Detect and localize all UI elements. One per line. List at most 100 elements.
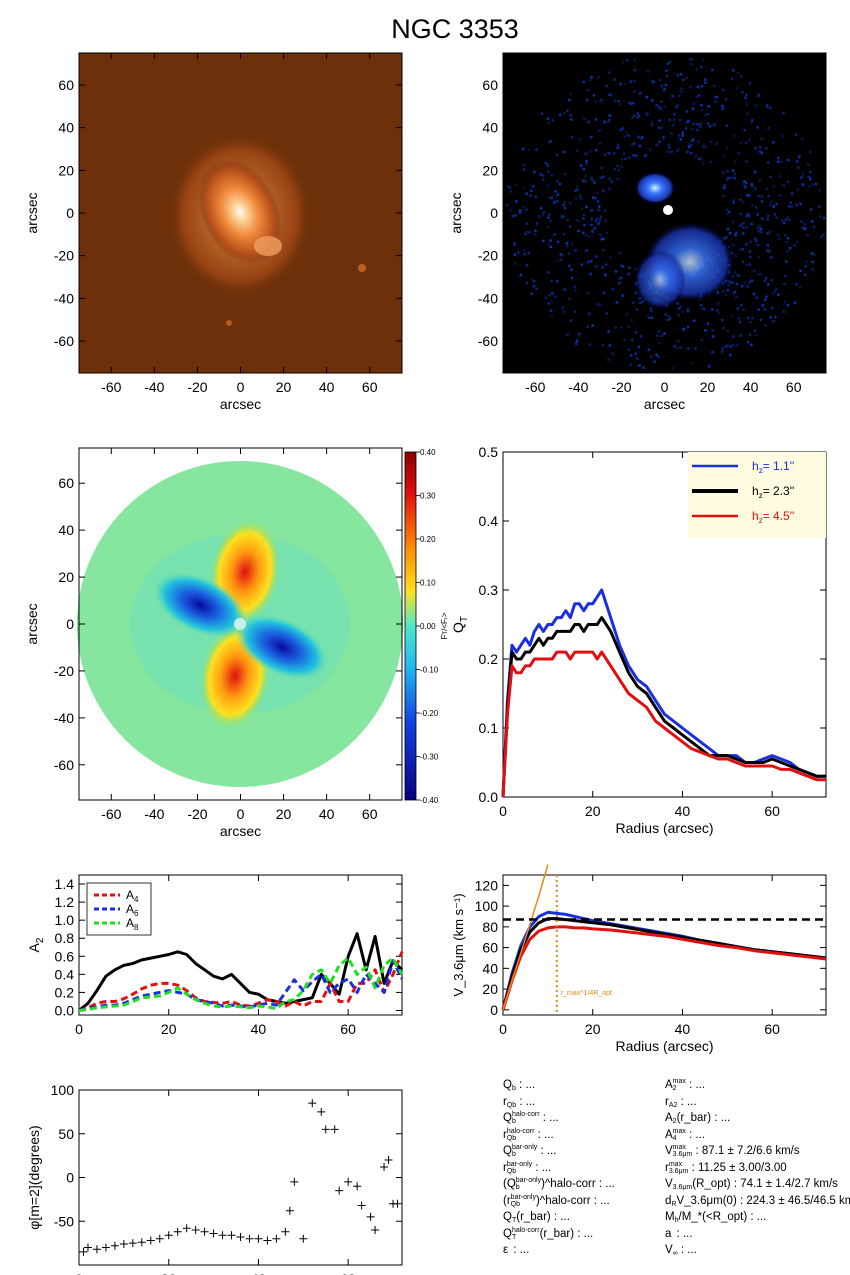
noise-speckle xyxy=(739,248,742,252)
noise-speckle xyxy=(599,233,602,236)
noise-speckle xyxy=(519,273,523,277)
x-axis-label: Radius (arcsec) xyxy=(615,820,713,836)
noise-speckle xyxy=(722,194,725,197)
noise-speckle xyxy=(682,78,685,82)
noise-speckle xyxy=(773,289,777,293)
noise-speckle xyxy=(703,307,706,311)
x-tick-label-3: 60 xyxy=(340,1021,356,1037)
noise-speckle xyxy=(668,317,672,320)
noise-speckle xyxy=(628,101,631,104)
noise-speckle xyxy=(777,293,780,296)
noise-speckle xyxy=(750,184,754,188)
noise-speckle xyxy=(530,292,534,296)
noise-speckle xyxy=(789,201,793,205)
noise-speckle xyxy=(593,226,597,230)
noise-speckle xyxy=(621,294,624,297)
noise-speckle xyxy=(659,107,662,111)
noise-speckle xyxy=(583,179,586,182)
noise-speckle xyxy=(511,215,514,218)
noise-speckle xyxy=(539,207,543,210)
noise-speckle xyxy=(760,195,763,198)
noise-speckle xyxy=(774,315,777,319)
noise-speckle xyxy=(739,224,742,228)
noise-speckle xyxy=(743,129,746,132)
noise-speckle xyxy=(777,160,780,164)
noise-speckle xyxy=(745,263,749,267)
noise-speckle xyxy=(752,292,756,296)
phase-point-23 xyxy=(281,1227,290,1236)
noise-speckle xyxy=(742,308,745,311)
noise-speckle xyxy=(743,281,747,285)
noise-speckle xyxy=(617,169,621,172)
x-tick-label-1: 20 xyxy=(585,1021,601,1037)
noise-speckle xyxy=(631,301,635,304)
noise-speckle xyxy=(598,217,602,221)
phase-point-13 xyxy=(191,1226,200,1234)
param-row: Q T (r_bar) : ... xyxy=(503,1211,570,1224)
noise-speckle xyxy=(809,208,813,211)
noise-speckle xyxy=(607,120,610,124)
noise-speckle xyxy=(704,78,707,81)
noise-speckle xyxy=(776,233,780,237)
noise-speckle xyxy=(566,333,569,336)
noise-speckle xyxy=(728,231,732,235)
noise-speckle xyxy=(627,156,631,159)
noise-speckle xyxy=(741,222,744,226)
noise-speckle xyxy=(800,176,803,179)
noise-speckle xyxy=(700,65,703,69)
x-tick-label-2: 40 xyxy=(675,803,691,819)
x-tick-label-3: 60 xyxy=(764,803,780,819)
noise-speckle xyxy=(638,301,642,305)
noise-speckle xyxy=(607,330,610,333)
noise-speckle xyxy=(621,61,625,64)
y-tick-label-1: 20 xyxy=(482,981,498,997)
y-tick-label-0: 0.0 xyxy=(479,789,499,805)
noise-speckle xyxy=(769,175,772,179)
noise-speckle xyxy=(739,198,742,201)
noise-speckle xyxy=(529,194,532,197)
noise-speckle xyxy=(599,176,603,180)
noise-speckle xyxy=(786,236,790,240)
y-axis-label: QT xyxy=(450,616,470,633)
noise-speckle xyxy=(764,324,768,327)
noise-speckle xyxy=(535,287,538,290)
noise-speckle xyxy=(753,170,757,174)
noise-speckle xyxy=(632,142,636,145)
noise-speckle xyxy=(711,350,714,354)
noise-speckle xyxy=(741,90,744,94)
noise-speckle xyxy=(731,220,735,224)
phase-point-3 xyxy=(101,1243,110,1252)
noise-speckle xyxy=(707,365,711,368)
noise-speckle xyxy=(808,177,812,181)
noise-speckle xyxy=(590,75,593,79)
noise-speckle xyxy=(585,249,588,252)
noise-speckle xyxy=(518,209,522,212)
noise-speckle xyxy=(667,146,671,149)
noise-speckle xyxy=(579,164,583,167)
noise-speckle xyxy=(603,209,607,212)
noise-speckle xyxy=(799,202,802,206)
noise-speckle xyxy=(658,126,661,130)
noise-speckle xyxy=(748,138,751,142)
noise-speckle xyxy=(658,119,661,122)
noise-speckle xyxy=(748,263,751,266)
noise-speckle xyxy=(619,264,623,267)
noise-speckle xyxy=(746,212,750,215)
noise-speckle xyxy=(706,322,710,325)
noise-speckle xyxy=(699,125,702,128)
noise-speckle xyxy=(672,123,675,127)
noise-speckle xyxy=(706,112,709,116)
noise-speckle xyxy=(645,95,649,99)
noise-speckle xyxy=(673,112,676,116)
noise-speckle xyxy=(662,88,666,92)
noise-speckle xyxy=(581,231,585,235)
noise-speckle xyxy=(768,230,772,233)
noise-speckle xyxy=(634,154,638,157)
param-row: d RV_3.6μm(0) : 224.3 ± 46.5/46.5 km/s/k… xyxy=(665,1194,850,1208)
noise-speckle xyxy=(735,295,738,299)
noise-speckle xyxy=(803,227,807,230)
noise-speckle xyxy=(755,296,759,299)
noise-speckle xyxy=(764,298,767,302)
noise-speckle xyxy=(570,135,574,139)
